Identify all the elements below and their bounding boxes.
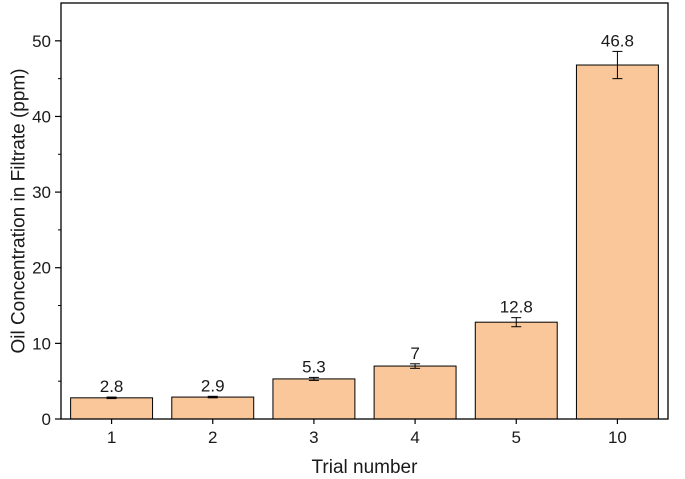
bar-5 — [474, 321, 558, 420]
data-label-3: 5.3 — [302, 357, 326, 376]
x-tick-label-3: 3 — [309, 428, 318, 447]
data-labels-layer: 2.8 2.9 5.3 7 12.8 46.8 — [100, 31, 634, 396]
data-label-1: 2.8 — [100, 377, 124, 396]
bar-1 — [70, 397, 154, 420]
y-tick-label-0: 0 — [42, 410, 51, 429]
y-tick-label-30: 30 — [32, 183, 51, 202]
data-label-5: 12.8 — [500, 298, 533, 317]
x-tick-label-10: 10 — [608, 428, 627, 447]
x-tick-label-1: 1 — [107, 428, 116, 447]
y-tick-label-40: 40 — [32, 107, 51, 126]
bar-2 — [171, 396, 255, 420]
y-tick-label-20: 20 — [32, 259, 51, 278]
data-label-2: 2.9 — [201, 376, 225, 395]
bars-layer — [70, 64, 659, 420]
x-axis-ticks: 1 2 3 4 5 10 — [107, 419, 627, 447]
plot-frame — [60, 2, 669, 420]
y-tick-label-50: 50 — [32, 32, 51, 51]
error-bars-layer — [106, 50, 623, 400]
bar-4 — [373, 365, 457, 420]
y-axis-title: Oil Concentration in Filtrate (ppm) — [9, 68, 30, 353]
bar-10 — [575, 64, 659, 420]
x-tick-label-5: 5 — [512, 428, 521, 447]
data-label-4: 7 — [410, 344, 419, 363]
x-axis-title: Trial number — [312, 457, 419, 478]
x-tick-label-4: 4 — [410, 428, 419, 447]
y-axis-ticks: 0 10 20 30 40 50 — [32, 32, 61, 429]
bar-3 — [272, 378, 356, 420]
data-label-10: 46.8 — [601, 31, 634, 50]
y-tick-label-10: 10 — [32, 334, 51, 353]
x-tick-label-2: 2 — [208, 428, 217, 447]
